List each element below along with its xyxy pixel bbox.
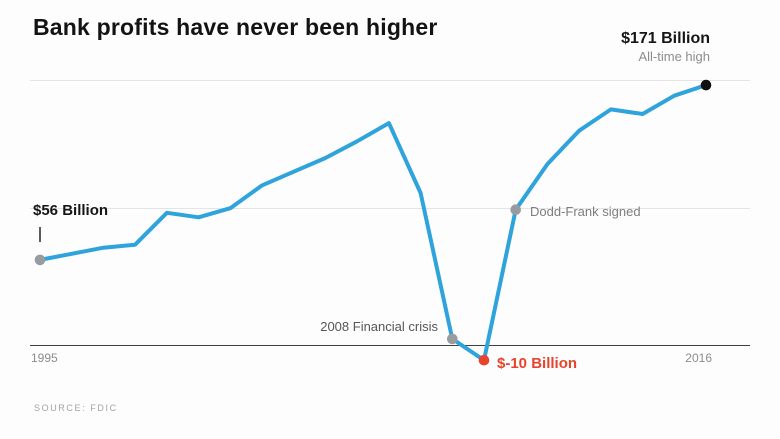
peak-label-group: $171 Billion All-time high [621, 29, 710, 66]
trough-data-point [478, 354, 490, 366]
page-title: Bank profits have never been higher [33, 14, 438, 40]
gridline-top [30, 80, 750, 81]
x-axis-zero-line [30, 345, 750, 346]
peak-data-point [700, 79, 712, 91]
peak-value-label: $171 Billion [621, 30, 710, 47]
gridline-middle [30, 208, 750, 209]
x-axis-start-label: 1995 [31, 351, 58, 365]
x-axis-end-label: 2016 [685, 351, 712, 365]
financial-crisis-label: 2008 Financial crisis [320, 319, 438, 334]
start-data-point [34, 254, 46, 266]
dodd-frank-data-point [510, 204, 521, 215]
crisis-data-point [447, 333, 458, 345]
all-time-high-label: All-time high [638, 49, 710, 64]
source-label: SOURCE: FDIC [34, 403, 118, 413]
dodd-frank-label: Dodd-Frank signed [530, 204, 641, 219]
start-value-label: $56 Billion [33, 202, 109, 219]
start-value-tick [39, 227, 41, 242]
trough-value-label: $-10 Billion [497, 355, 578, 372]
bank-profits-line [38, 83, 708, 363]
